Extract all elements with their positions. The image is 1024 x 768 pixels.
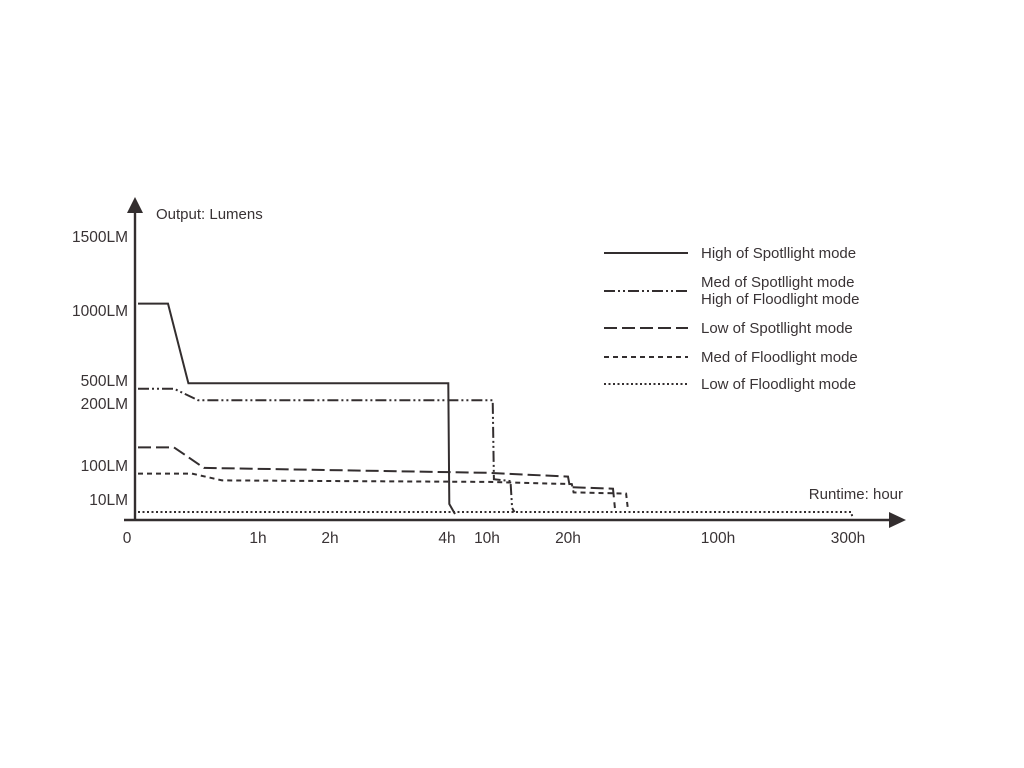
x-tick-label-4h: 4h: [438, 530, 455, 547]
x-tick-label-10h: 10h: [474, 530, 500, 547]
legend-row-low-spotlight: Low of Spotllight mode: [604, 320, 853, 337]
y-tick-labels: 1500LM 1000LM 500LM 200LM 100LM 10LM: [72, 229, 128, 509]
y-tick-label-100LM: 100LM: [81, 458, 128, 475]
series-line-med-spotlight-high-floodlight: [138, 387, 516, 513]
legend-row-low-floodlight: Low of Floodlight mode: [604, 376, 856, 393]
legend-row-med-floodlight: Med of Floodlight mode: [604, 349, 858, 366]
series-line-high-spotlight: [138, 302, 456, 515]
y-tick-label-200LM: 200LM: [81, 396, 128, 413]
legend-label-low-floodlight-0: Low of Floodlight mode: [701, 376, 856, 393]
legend-label-med-floodlight-0: Med of Floodlight mode: [701, 349, 858, 366]
y-axis-arrow-icon: [127, 197, 143, 213]
x-tick-label-300h: 300h: [831, 530, 865, 547]
y-tick-label-500LM: 500LM: [81, 373, 128, 390]
x-tick-label-0: 0: [123, 530, 132, 547]
x-axis-arrow-icon: [889, 512, 906, 528]
x-tick-label-20h: 20h: [555, 530, 581, 547]
series-lines: [138, 302, 854, 519]
legend-row-high-spotlight: High of Spotllight mode: [604, 245, 856, 262]
y-tick-label-1000LM: 1000LM: [72, 303, 128, 320]
legend-label-low-spotlight-0: Low of Spotllight mode: [701, 320, 853, 337]
legend: High of Spotllight mode Med of Spotllight…: [604, 245, 859, 393]
legend-label-med-spotlight-high-floodlight-1: High of Floodlight mode: [701, 291, 859, 308]
series-line-low-spotlight: [138, 446, 616, 509]
series-line-low-floodlight: [138, 511, 854, 519]
x-axis-title: Runtime: hour: [809, 486, 903, 503]
y-tick-label-1500LM: 1500LM: [72, 229, 128, 246]
x-tick-label-1h: 1h: [249, 530, 266, 547]
legend-label-med-spotlight-high-floodlight-0: Med of Spotllight mode: [701, 274, 854, 291]
legend-label-high-spotlight-0: High of Spotllight mode: [701, 245, 856, 262]
series-line-med-floodlight: [138, 472, 629, 511]
y-axis-title: Output: Lumens: [156, 206, 263, 223]
axes: [124, 197, 906, 528]
x-tick-label-100h: 100h: [701, 530, 735, 547]
x-tick-label-2h: 2h: [321, 530, 338, 547]
x-tick-labels: 0 1h 2h 4h 10h 20h 100h 300h: [123, 530, 866, 547]
y-tick-label-10LM: 10LM: [89, 492, 128, 509]
